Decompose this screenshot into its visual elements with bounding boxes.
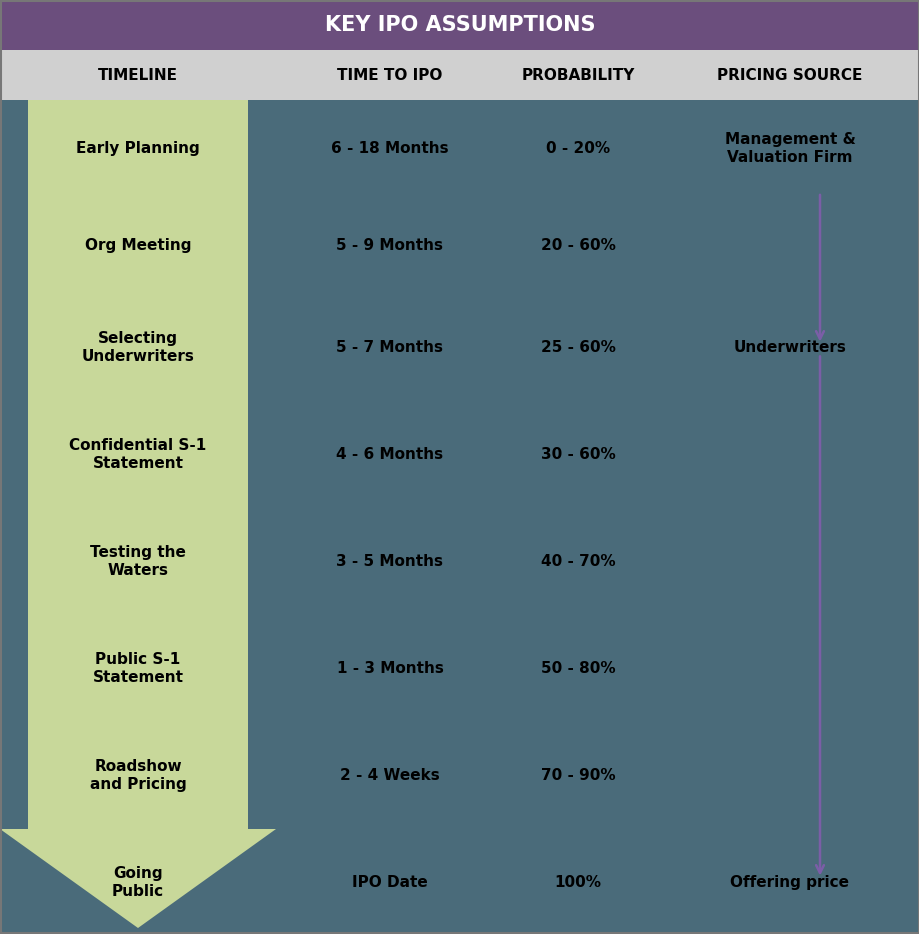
Text: 25 - 60%: 25 - 60% xyxy=(540,340,615,355)
Text: Roadshow
and Pricing: Roadshow and Pricing xyxy=(89,759,187,792)
Text: PROBABILITY: PROBABILITY xyxy=(521,67,634,82)
Text: 3 - 5 Months: 3 - 5 Months xyxy=(336,554,443,569)
Text: KEY IPO ASSUMPTIONS: KEY IPO ASSUMPTIONS xyxy=(324,15,595,35)
Text: Going
Public: Going Public xyxy=(112,867,164,899)
Bar xyxy=(0,50,919,100)
Text: TIME TO IPO: TIME TO IPO xyxy=(337,67,442,82)
Text: Offering price: Offering price xyxy=(730,875,848,890)
Text: Management &
Valuation Firm: Management & Valuation Firm xyxy=(724,133,855,164)
Bar xyxy=(0,0,919,50)
Text: 1 - 3 Months: 1 - 3 Months xyxy=(336,661,443,676)
Text: 2 - 4 Weeks: 2 - 4 Weeks xyxy=(340,768,439,783)
Text: 20 - 60%: 20 - 60% xyxy=(540,238,615,253)
Text: IPO Date: IPO Date xyxy=(352,875,427,890)
Text: 70 - 90%: 70 - 90% xyxy=(540,768,615,783)
Text: 50 - 80%: 50 - 80% xyxy=(540,661,615,676)
Text: 0 - 20%: 0 - 20% xyxy=(545,141,609,156)
Text: 5 - 9 Months: 5 - 9 Months xyxy=(336,238,443,253)
Text: Confidential S-1
Statement: Confidential S-1 Statement xyxy=(69,438,207,471)
Text: Org Meeting: Org Meeting xyxy=(85,238,191,253)
Text: 40 - 70%: 40 - 70% xyxy=(540,554,615,569)
Text: 100%: 100% xyxy=(554,875,601,890)
Text: Testing the
Waters: Testing the Waters xyxy=(90,545,186,578)
Polygon shape xyxy=(0,829,276,928)
Text: 6 - 18 Months: 6 - 18 Months xyxy=(331,141,448,156)
Text: Public S-1
Statement: Public S-1 Statement xyxy=(93,652,183,685)
Text: 5 - 7 Months: 5 - 7 Months xyxy=(336,340,443,355)
Text: PRICING SOURCE: PRICING SOURCE xyxy=(717,67,862,82)
Text: Underwriters: Underwriters xyxy=(732,340,845,355)
Text: 30 - 60%: 30 - 60% xyxy=(540,447,615,462)
Text: Early Planning: Early Planning xyxy=(76,141,199,156)
Bar xyxy=(28,100,248,829)
Bar xyxy=(0,100,919,934)
Text: Selecting
Underwriters: Selecting Underwriters xyxy=(82,332,194,363)
Text: TIMELINE: TIMELINE xyxy=(98,67,177,82)
Text: 4 - 6 Months: 4 - 6 Months xyxy=(336,447,443,462)
